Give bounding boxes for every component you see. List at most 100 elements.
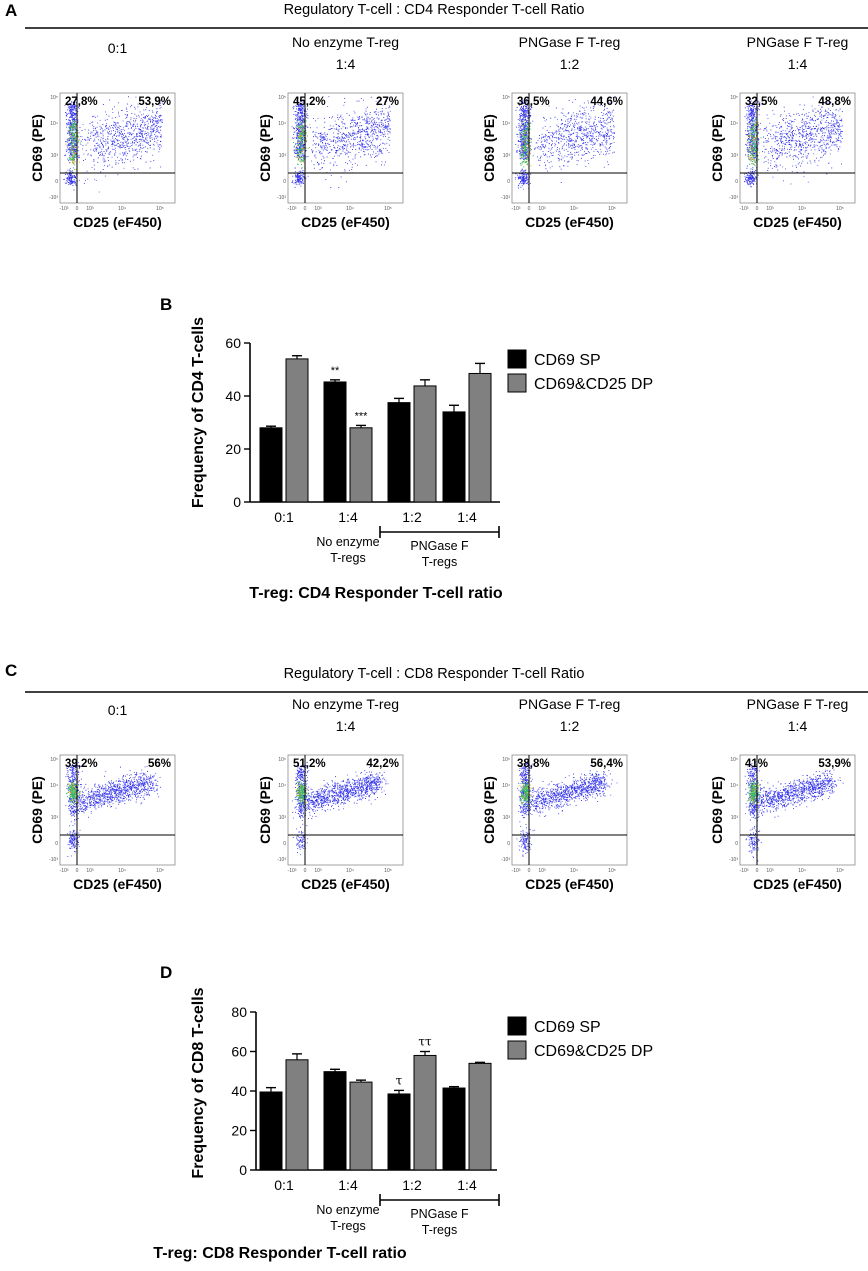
cd8-significance-mark: τ [396,1073,403,1087]
cd4-y-tick: 10⁵ [278,95,286,101]
cd4-x-tick: 0 [528,206,531,212]
cd4-category-label: 1:4 [457,509,477,525]
cd4-dot-cloud [515,96,615,190]
cd8-y-tick: 0 [507,841,510,847]
panel-letter-b: B [160,295,172,314]
cd8-x-axis-label: CD25 (eF450) [753,876,842,892]
cd4-significance-mark: *** [355,410,369,422]
cd8-plot-frame [739,754,856,866]
cd8-x-tick: 10⁵ [156,868,164,874]
cd4-quadrant-left: 32,5% [745,96,778,108]
cd4-y-tick: 10³ [503,153,511,159]
cd4-legend-swatch-dp [507,373,527,393]
cd8-y-tick: -10³ [501,857,510,863]
cd8-quadrant-left: 51,2% [293,758,326,770]
cd8-bar-dp-4 [468,1062,492,1171]
cd8-significance-mark: ττ [418,1035,432,1049]
cd8-dot-cloud [65,762,161,857]
cd4-y-tick: 0 [283,179,286,185]
cd4-legend-label-dp: CD69&CD25 DP [534,376,653,393]
cd8-x-tick: 10⁴ [798,868,806,874]
cd8-plot-ratio-3: 1:2 [560,718,580,734]
cd4-group-pngase-l1: PNGase F [410,539,469,553]
cd4-bar-dp-1 [285,358,309,503]
cd8-flow-plot-2: No enzyme T-reg 1:4 51,2% 42,2% 10⁵ 10⁴ 10³ 0 -1… [257,696,404,892]
cd4-x-tick: 10⁴ [570,206,578,212]
cd8-y-axis-title: Frequency of CD8 T-cells [190,987,207,1178]
cd8-bar-sp-1 [259,1091,283,1171]
cd8-group-pngase-l1: PNGase F [410,1207,469,1221]
cd8-density-core [746,779,760,806]
cd8-category-label: 0:1 [274,1177,294,1193]
cd4-y-tick: -10³ [49,195,58,201]
cd4-y-tick: 10³ [731,153,739,159]
cd8-flow-plot-1: 0:1 39,2% 56% 10⁵ 10⁴ 10³ 0 -10³-10³ 0 10³ 10⁴ 10⁵ C… [29,702,176,892]
cd8-plot-frame [287,754,404,866]
cd8-quadrant-right: 56% [148,758,171,770]
cd8-y-tick: 10³ [51,815,59,821]
cd4-flow-plot-3: PNGase F T-reg 1:2 36,5% 44,6% 10⁵ 10⁴ 10³ 0 -10… [481,34,628,230]
cd8-flow-plot-4: PNGase F T-reg 1:4 41% 53,9% 10⁵ 10⁴ 10³ 0 -10³-… [709,696,856,892]
cd4-y-tick: 10⁴ [50,121,58,127]
cd4-legend-swatch-sp [507,349,527,369]
cd8-x-axis-label: CD25 (eF450) [525,876,614,892]
cd4-y-axis-title: Frequency of CD4 T-cells [190,317,207,508]
cd8-x-tick: 0 [304,868,307,874]
cd4-x-tick: 10⁴ [346,206,354,212]
cd4-x-tick: -10³ [288,206,297,212]
cd8-dot-cloud [516,761,618,857]
cd8-x-axis-label: CD25 (eF450) [73,876,162,892]
cd8-plot-frame [59,754,176,866]
cd4-plot-ratio-3: 1:2 [560,56,580,72]
cd8-y-tick: -10³ [277,857,286,863]
cd8-plot-ratio-4: 1:4 [788,718,808,734]
cd4-plot-title-2: No enzyme T-reg [292,34,399,50]
cd4-density-core [519,120,534,168]
cd4-bar-sp-4 [442,411,466,503]
cd4-y-axis-label: CD69 (PE) [257,114,273,182]
cd8-legend-swatch-dp [507,1040,527,1060]
cd8-y-axis-label: CD69 (PE) [257,776,273,844]
cd8-quadrant-left: 38,8% [517,758,550,770]
cd4-y-tick: 10⁵ [50,95,58,101]
cd4-y-tick: 0 [507,179,510,185]
cd4-x-tick: 10³ [314,206,322,212]
cd4-x-axis-label: CD25 (eF450) [753,214,842,230]
cd4-y-axis-label: CD69 (PE) [709,114,725,182]
cd4-x-tick: 10⁵ [836,206,844,212]
cd4-plot-title-3: PNGase F T-reg [519,34,621,50]
cd8-x-tick: -10³ [512,868,521,874]
cd4-quadrant-right: 44,6% [590,96,623,108]
cd8-x-tick: -10³ [288,868,297,874]
cd4-y-tick: -10³ [729,195,738,201]
cd4-y-tick: 10³ [51,153,59,159]
cd8-y-tick-label: 20 [231,1123,247,1139]
cd4-flow-plot-1: 0:1 27,8% 53,9% 10⁵ 10⁴ 10³ 0 -10³-10³ 0 10³ 10⁴ 10… [29,40,176,230]
cd8-y-tick: 10⁴ [730,783,738,789]
cd4-plot-ratio-2: 1:4 [336,56,356,72]
cd8-bar-sp-2 [323,1071,347,1171]
cd8-plot-title-1: 0:1 [108,702,128,718]
cd8-quadrant-right: 56,4% [590,758,623,770]
cd4-group-no-enzyme-l1: No enzyme [316,535,379,549]
cd4-x-tick: 0 [76,206,79,212]
cd4-group-no-enzyme-l2: T-regs [330,551,365,565]
cd4-category-label: 1:2 [402,509,422,525]
cd8-y-tick-label: 0 [239,1162,247,1178]
cd4-x-tick: 10³ [86,206,94,212]
cd8-dot-cloud [291,761,389,856]
cd8-bar-dp-1 [285,1059,309,1171]
cd8-x-tick: 10⁵ [836,868,844,874]
cd4-density-core [65,120,81,171]
cd8-y-tick: 0 [283,841,286,847]
cd8-group-no-enzyme-l1: No enzyme [316,1203,379,1217]
cd4-y-tick-label: 40 [225,388,241,404]
cd8-group-no-enzyme-l2: T-regs [330,1219,365,1233]
cd4-category-label: 1:4 [338,509,358,525]
cd8-x-tick: 10⁴ [570,868,578,874]
cd8-group-pngase-l2: T-regs [422,1223,457,1237]
cd4-plot-frame [739,92,856,204]
cd8-plot-title-3: PNGase F T-reg [519,696,621,712]
cd8-legend-label-dp: CD69&CD25 DP [534,1043,653,1060]
